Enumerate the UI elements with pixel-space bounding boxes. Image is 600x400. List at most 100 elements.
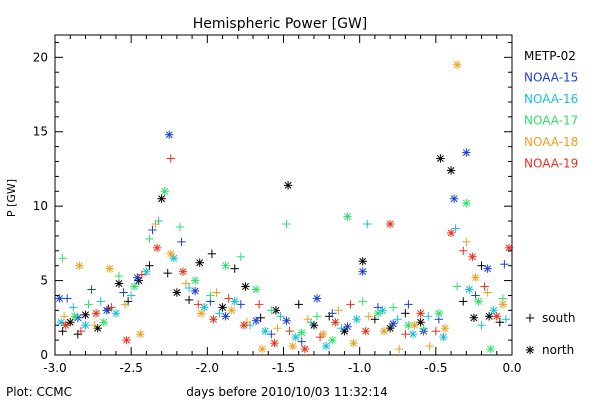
north-point — [321, 341, 331, 351]
north-point — [152, 243, 162, 253]
north-point — [55, 294, 64, 303]
south-point — [285, 326, 294, 336]
north-point — [492, 312, 501, 321]
north-point — [66, 318, 75, 327]
north-point — [251, 316, 261, 325]
legend-marker-label: north — [542, 343, 574, 357]
north-point — [343, 212, 352, 221]
legend: METP-02 NOAA-15 NOAA-16 NOAA-17 NOAA-18 NOAA-… — [524, 49, 578, 357]
south-point — [236, 252, 246, 261]
north-point — [469, 313, 479, 322]
north-point — [349, 338, 358, 348]
south-point — [480, 282, 489, 291]
chart-title: Hemispheric Power [GW] — [193, 16, 368, 32]
north-point — [261, 326, 270, 336]
south-point — [388, 303, 398, 312]
south-point — [276, 312, 285, 321]
north-point — [165, 130, 174, 139]
plot-credit: Plot: CCMC — [6, 385, 72, 399]
north-point — [474, 297, 483, 306]
south-point — [282, 219, 291, 229]
north-point — [343, 322, 352, 331]
y-tick-label: 10 — [33, 199, 48, 213]
north-point — [361, 326, 370, 336]
north-point — [373, 309, 383, 318]
north-point — [378, 306, 387, 315]
south-point — [184, 295, 194, 305]
axis-ticks: -3.0 -2.5 -2.0 -1.5 -1.0 -0.5 0.0 0 5 10 15 20 — [33, 35, 522, 375]
south-point — [193, 300, 203, 309]
y-tick-label: 0 — [40, 348, 48, 362]
south-point — [315, 332, 325, 342]
south-point — [114, 271, 124, 281]
south-point — [424, 312, 433, 321]
south-point — [87, 285, 96, 294]
north-point — [498, 300, 508, 309]
south-point — [419, 324, 428, 333]
north-point — [70, 312, 80, 321]
data-points — [55, 60, 514, 354]
north-point — [436, 154, 445, 163]
south-point — [462, 237, 471, 247]
north-point — [218, 303, 227, 312]
south-point — [312, 312, 322, 321]
north-point — [452, 60, 462, 69]
south-point — [358, 297, 367, 306]
north-point — [241, 282, 250, 291]
x-tick-label: -1.0 — [348, 361, 371, 375]
north-point — [160, 187, 169, 196]
north-point — [81, 321, 90, 330]
north-point — [468, 252, 477, 261]
south-point — [107, 303, 116, 312]
north-point — [102, 306, 111, 315]
north-point — [434, 309, 444, 318]
south-point — [363, 219, 372, 229]
south-point — [256, 313, 265, 322]
south-point — [69, 303, 78, 312]
south-point — [254, 300, 264, 309]
south-point — [207, 249, 217, 258]
north-point — [221, 261, 230, 270]
south-point — [206, 291, 215, 300]
x-tick-label: -3.0 — [43, 361, 66, 375]
south-point — [303, 315, 313, 324]
north-point — [483, 264, 492, 273]
south-point — [431, 326, 441, 336]
x-tick-label: 0.0 — [502, 361, 521, 375]
north-point — [172, 288, 182, 297]
south-point — [120, 300, 130, 309]
north-point — [227, 306, 236, 315]
south-point — [58, 254, 67, 263]
north-point — [56, 318, 66, 327]
south-point — [483, 288, 492, 297]
north-point — [122, 335, 131, 345]
south-point — [148, 225, 157, 235]
south-point — [230, 264, 239, 273]
south-point — [393, 315, 402, 324]
north-point — [358, 267, 367, 276]
south-point — [163, 268, 172, 278]
north-point — [300, 344, 310, 354]
north-point — [297, 328, 306, 337]
south-point — [337, 324, 346, 333]
north-point — [239, 321, 249, 330]
north-point — [408, 329, 418, 339]
south-point — [334, 306, 343, 315]
north-point — [449, 194, 459, 203]
legend-marker-label: south — [542, 311, 576, 325]
north-point — [111, 309, 121, 318]
north-point — [178, 267, 188, 276]
north-point — [221, 312, 230, 321]
south-point — [184, 283, 194, 293]
north-point — [385, 219, 395, 229]
north-point — [257, 344, 267, 354]
x-tick-label: -1.5 — [272, 361, 295, 375]
y-tick-label: 20 — [33, 50, 48, 64]
north-point — [486, 344, 495, 354]
north-point — [358, 257, 367, 266]
plot-frame — [54, 34, 513, 356]
north-point — [446, 166, 456, 175]
x-tick-label: -2.0 — [196, 361, 219, 375]
series-noaa-19 — [61, 154, 514, 354]
north-point — [410, 321, 419, 330]
